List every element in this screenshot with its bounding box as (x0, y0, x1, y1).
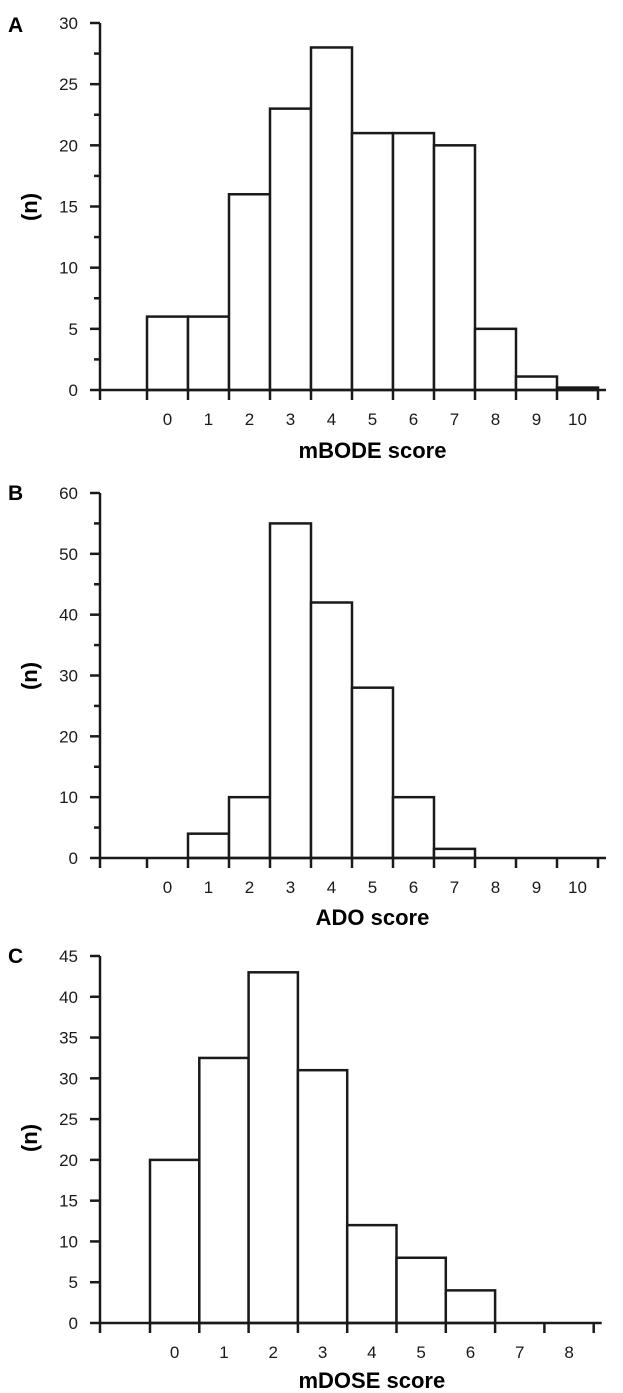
x-tick-label: 9 (532, 410, 541, 429)
x-tick-label: 7 (515, 1343, 524, 1362)
bar-4 (309, 46, 354, 392)
x-tick-label: 10 (568, 410, 587, 429)
x-tick-label: 7 (450, 410, 459, 429)
y-tick-label: 0 (69, 1314, 78, 1333)
panel-letter: A (8, 14, 23, 37)
x-tick-label: 6 (466, 1343, 475, 1362)
y-tick-label: 10 (59, 259, 78, 278)
x-tick-label: 8 (564, 1343, 573, 1362)
y-tick-label: 10 (59, 1232, 78, 1251)
x-tick-label: 0 (170, 1343, 179, 1362)
x-tick-label: 4 (327, 410, 336, 429)
y-tick-label: 10 (59, 788, 78, 807)
bar-0 (145, 315, 190, 392)
bar-5 (350, 686, 395, 860)
y-tick-label: 15 (59, 198, 78, 217)
chart-panel-B: B 0 10 20 30 40 50 60 0 1 2 3 4 5 6 7 8 9 10 ADO score (n) (8, 482, 606, 930)
y-tick-label: 25 (59, 75, 78, 94)
x-tick-label: 8 (491, 878, 500, 897)
x-tick-label: 8 (491, 410, 500, 429)
panel-letter: B (8, 482, 23, 505)
x-tick-label: 1 (204, 410, 213, 429)
x-tick-label: 6 (409, 878, 418, 897)
x-axis-title: ADO score (316, 905, 430, 930)
y-tick-label: 20 (59, 136, 78, 155)
y-tick-label: 60 (59, 484, 78, 503)
bar-3 (296, 1068, 349, 1325)
x-tick-label: 0 (163, 410, 172, 429)
bar-6 (391, 131, 436, 392)
bar-2 (227, 193, 272, 392)
y-tick-label: 0 (69, 381, 78, 400)
y-tick-label: 5 (69, 1273, 78, 1292)
x-axis-title: mBODE score (299, 438, 447, 463)
x-tick-label: 2 (245, 410, 254, 429)
bar-1 (186, 832, 231, 860)
y-tick-label: 40 (59, 606, 78, 625)
x-tick-label: 7 (450, 878, 459, 897)
bar-5 (395, 1256, 448, 1325)
bar-3 (268, 107, 313, 392)
y-tick-label: 30 (59, 14, 78, 33)
x-tick-label: 1 (219, 1343, 228, 1362)
bar-4 (345, 1223, 398, 1325)
bar-2 (247, 971, 300, 1325)
x-tick-label: 5 (368, 410, 377, 429)
bar-7 (432, 847, 477, 860)
x-tick-label: 2 (269, 1343, 278, 1362)
x-tick-label: 10 (568, 878, 587, 897)
bar-2 (227, 795, 272, 860)
panel-letter: C (8, 945, 23, 968)
bar-1 (186, 315, 231, 392)
bar-3 (268, 522, 313, 860)
bar-1 (198, 1056, 250, 1325)
y-tick-label: 30 (59, 1069, 78, 1088)
bar-9 (514, 375, 559, 392)
y-axis-title: (n) (17, 1124, 42, 1152)
y-tick-label: 15 (59, 1192, 78, 1211)
x-tick-label: 1 (204, 878, 213, 897)
x-tick-label: 4 (367, 1343, 376, 1362)
chart-panel-A: A 0 5 10 15 20 25 30 0 1 2 3 4 5 6 7 8 9 10 mBODE score (n) (8, 14, 606, 463)
bar-5 (350, 131, 395, 392)
y-tick-label: 5 (69, 320, 78, 339)
y-tick-label: 45 (59, 947, 78, 966)
x-tick-label: 6 (409, 410, 418, 429)
y-tick-label: 35 (59, 1029, 78, 1048)
y-tick-label: 30 (59, 667, 78, 686)
y-tick-label: 0 (69, 849, 78, 868)
x-tick-label: 3 (318, 1343, 327, 1362)
x-tick-label: 4 (327, 878, 336, 897)
x-axis-title: mDOSE score (298, 1368, 445, 1393)
x-tick-label: 3 (286, 878, 295, 897)
bar-7 (432, 144, 477, 392)
bar-6 (444, 1289, 497, 1325)
y-axis-title: (n) (17, 193, 42, 221)
bar-0 (148, 1158, 201, 1325)
y-tick-label: 20 (59, 1151, 78, 1170)
x-tick-label: 5 (368, 878, 377, 897)
y-tick-label: 20 (59, 727, 78, 746)
x-tick-label: 5 (416, 1343, 425, 1362)
y-tick-label: 50 (59, 545, 78, 564)
y-axis-title: (n) (17, 662, 42, 690)
x-tick-label: 9 (532, 878, 541, 897)
bar-4 (309, 601, 354, 860)
bar-6 (391, 795, 436, 860)
y-tick-label: 40 (59, 988, 78, 1007)
y-tick-label: 25 (59, 1110, 78, 1129)
x-tick-label: 3 (286, 410, 295, 429)
bar-8 (473, 327, 518, 392)
x-tick-label: 2 (245, 878, 254, 897)
x-tick-label: 0 (163, 878, 172, 897)
